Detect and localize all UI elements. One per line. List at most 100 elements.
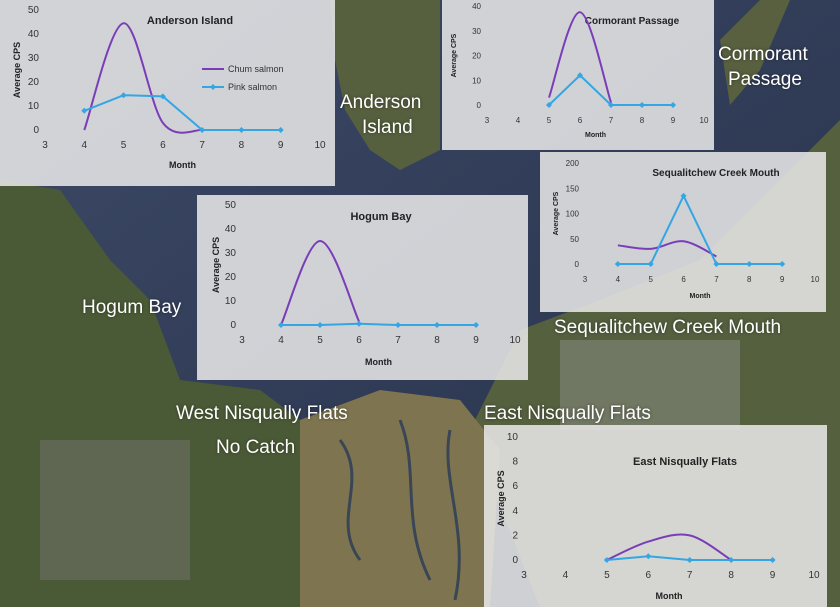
x-tick-label: 3 bbox=[485, 116, 490, 125]
x-tick-label: 10 bbox=[314, 140, 326, 151]
x-tick-label: 4 bbox=[516, 116, 521, 125]
data-point-pink-salmon bbox=[473, 322, 479, 328]
y-tick-label: 20 bbox=[28, 77, 40, 88]
data-point-pink-salmon bbox=[277, 127, 284, 133]
y-tick-label: 10 bbox=[472, 76, 481, 85]
chart-title: East Nisqually Flats bbox=[633, 456, 737, 468]
y-tick-label: 50 bbox=[225, 200, 237, 211]
label-anderson-island-line1: Anderson bbox=[340, 92, 422, 113]
nisqually-delta bbox=[300, 390, 500, 607]
y-tick-label: 30 bbox=[225, 248, 237, 259]
y-tick-label: 40 bbox=[225, 224, 237, 235]
x-tick-label: 5 bbox=[648, 275, 653, 284]
data-point-pink-salmon bbox=[238, 127, 245, 133]
x-tick-label: 5 bbox=[121, 140, 127, 151]
y-tick-label: 50 bbox=[570, 235, 579, 244]
x-tick-label: 5 bbox=[547, 116, 552, 125]
x-tick-label: 4 bbox=[616, 275, 621, 284]
x-tick-label: 8 bbox=[640, 116, 645, 125]
x-tick-label: 8 bbox=[747, 275, 752, 284]
series-line-chum-salmon bbox=[548, 11, 612, 103]
x-tick-label: 10 bbox=[808, 570, 820, 581]
x-tick-label: 9 bbox=[671, 116, 676, 125]
y-tick-label: 150 bbox=[566, 184, 580, 193]
x-tick-label: 5 bbox=[317, 335, 323, 346]
chart-svg: Hogum Bay 0 10 20 30 40 50 3 4 5 6 7 8 9 10 Average CPS… bbox=[211, 200, 521, 367]
legend-label: Pink salmon bbox=[228, 82, 277, 92]
data-point-pink-salmon bbox=[713, 261, 720, 267]
data-point-pink-salmon bbox=[769, 557, 776, 563]
data-point-pink-salmon bbox=[639, 102, 645, 108]
y-tick-label: 40 bbox=[28, 29, 40, 40]
series-line-pink-salmon bbox=[83, 94, 281, 131]
anderson-island-land bbox=[330, 0, 440, 170]
x-tick-label: 10 bbox=[509, 335, 521, 346]
delta-channels bbox=[338, 419, 461, 601]
label-west-nisqually-flats: West Nisqually Flats bbox=[176, 403, 348, 424]
x-axis-label: Month bbox=[169, 160, 196, 170]
data-point-pink-salmon bbox=[120, 92, 127, 99]
data-point-pink-salmon bbox=[680, 192, 687, 199]
x-tick-label: 9 bbox=[780, 275, 785, 284]
y-axis-label: Average CPS bbox=[451, 33, 458, 77]
y-tick-label: 2 bbox=[512, 530, 518, 541]
y-tick-label: 100 bbox=[566, 210, 580, 219]
data-point-pink-salmon bbox=[81, 107, 88, 114]
x-tick-label: 8 bbox=[434, 335, 440, 346]
data-point-pink-salmon bbox=[434, 322, 440, 328]
data-point-pink-salmon bbox=[395, 322, 401, 328]
data-point-pink-salmon bbox=[317, 322, 323, 328]
chart-anderson-island: Anderson Island 0 10 20 30 40 50 3 4 5 6 7 8 9 10 Avera… bbox=[0, 0, 335, 186]
x-axis-label: Month bbox=[365, 357, 392, 367]
y-tick-label: 0 bbox=[477, 101, 482, 110]
chart-svg: Sequalitchew Creek Mouth 0 50 100 150 200 3 4 5 6… bbox=[553, 159, 820, 300]
x-tick-label: 3 bbox=[583, 275, 588, 284]
legend-marker bbox=[210, 84, 216, 90]
data-point-pink-salmon bbox=[546, 102, 552, 108]
series-line-pink-salmon bbox=[617, 193, 783, 265]
x-tick-label: 7 bbox=[395, 335, 401, 346]
y-tick-label: 6 bbox=[512, 481, 518, 492]
x-axis-label: Month bbox=[585, 132, 606, 139]
data-point-pink-salmon bbox=[278, 322, 284, 328]
series-line-pink-salmon bbox=[281, 322, 476, 326]
chart-east-nisqually-flats: East Nisqually Flats 0 2 4 6 8 10 3 4 5 6 7 8 9 10 Aver… bbox=[484, 425, 827, 607]
ketron-island-land bbox=[720, 0, 790, 105]
data-point-pink-salmon bbox=[577, 72, 583, 79]
series-line-chum-salmon bbox=[280, 239, 360, 326]
y-tick-label: 50 bbox=[28, 5, 40, 16]
x-tick-label: 6 bbox=[578, 116, 583, 125]
data-point-pink-salmon bbox=[670, 102, 676, 108]
y-tick-label: 40 bbox=[472, 2, 481, 11]
x-tick-label: 7 bbox=[199, 140, 205, 151]
industrial-area bbox=[560, 340, 740, 430]
chart-sequalitchew-creek-mouth: Sequalitchew Creek Mouth 0 50 100 150 200 3 4 5 6… bbox=[540, 152, 826, 312]
label-sequalitchew-creek-mouth: Sequalitchew Creek Mouth bbox=[554, 317, 782, 338]
x-tick-label: 9 bbox=[278, 140, 284, 151]
y-tick-label: 8 bbox=[512, 457, 518, 468]
x-tick-label: 7 bbox=[687, 570, 693, 581]
chart-title: Anderson Island bbox=[147, 15, 233, 27]
series-line-chum-salmon bbox=[83, 22, 203, 134]
label-no-catch: No Catch bbox=[216, 437, 296, 458]
x-tick-label: 5 bbox=[604, 570, 610, 581]
x-tick-label: 3 bbox=[42, 140, 48, 151]
series-line-chum-salmon bbox=[606, 533, 732, 561]
x-tick-label: 10 bbox=[811, 275, 820, 284]
x-tick-label: 10 bbox=[700, 116, 709, 125]
label-anderson-island-line2: Island bbox=[362, 117, 413, 138]
data-point-pink-salmon bbox=[645, 553, 652, 560]
y-tick-label: 10 bbox=[225, 296, 237, 307]
x-tick-label: 7 bbox=[609, 116, 614, 125]
x-tick-label: 4 bbox=[278, 335, 284, 346]
x-tick-label: 6 bbox=[681, 275, 686, 284]
y-tick-label: 30 bbox=[472, 27, 481, 36]
y-tick-label: 0 bbox=[575, 260, 580, 269]
y-tick-label: 200 bbox=[566, 159, 580, 168]
chart-title: Hogum Bay bbox=[350, 211, 412, 223]
data-point-pink-salmon bbox=[746, 261, 753, 267]
chart-title: Sequalitchew Creek Mouth bbox=[652, 168, 779, 179]
x-tick-label: 6 bbox=[160, 140, 166, 151]
data-point-pink-salmon bbox=[199, 127, 206, 133]
data-point-pink-salmon bbox=[614, 261, 621, 267]
